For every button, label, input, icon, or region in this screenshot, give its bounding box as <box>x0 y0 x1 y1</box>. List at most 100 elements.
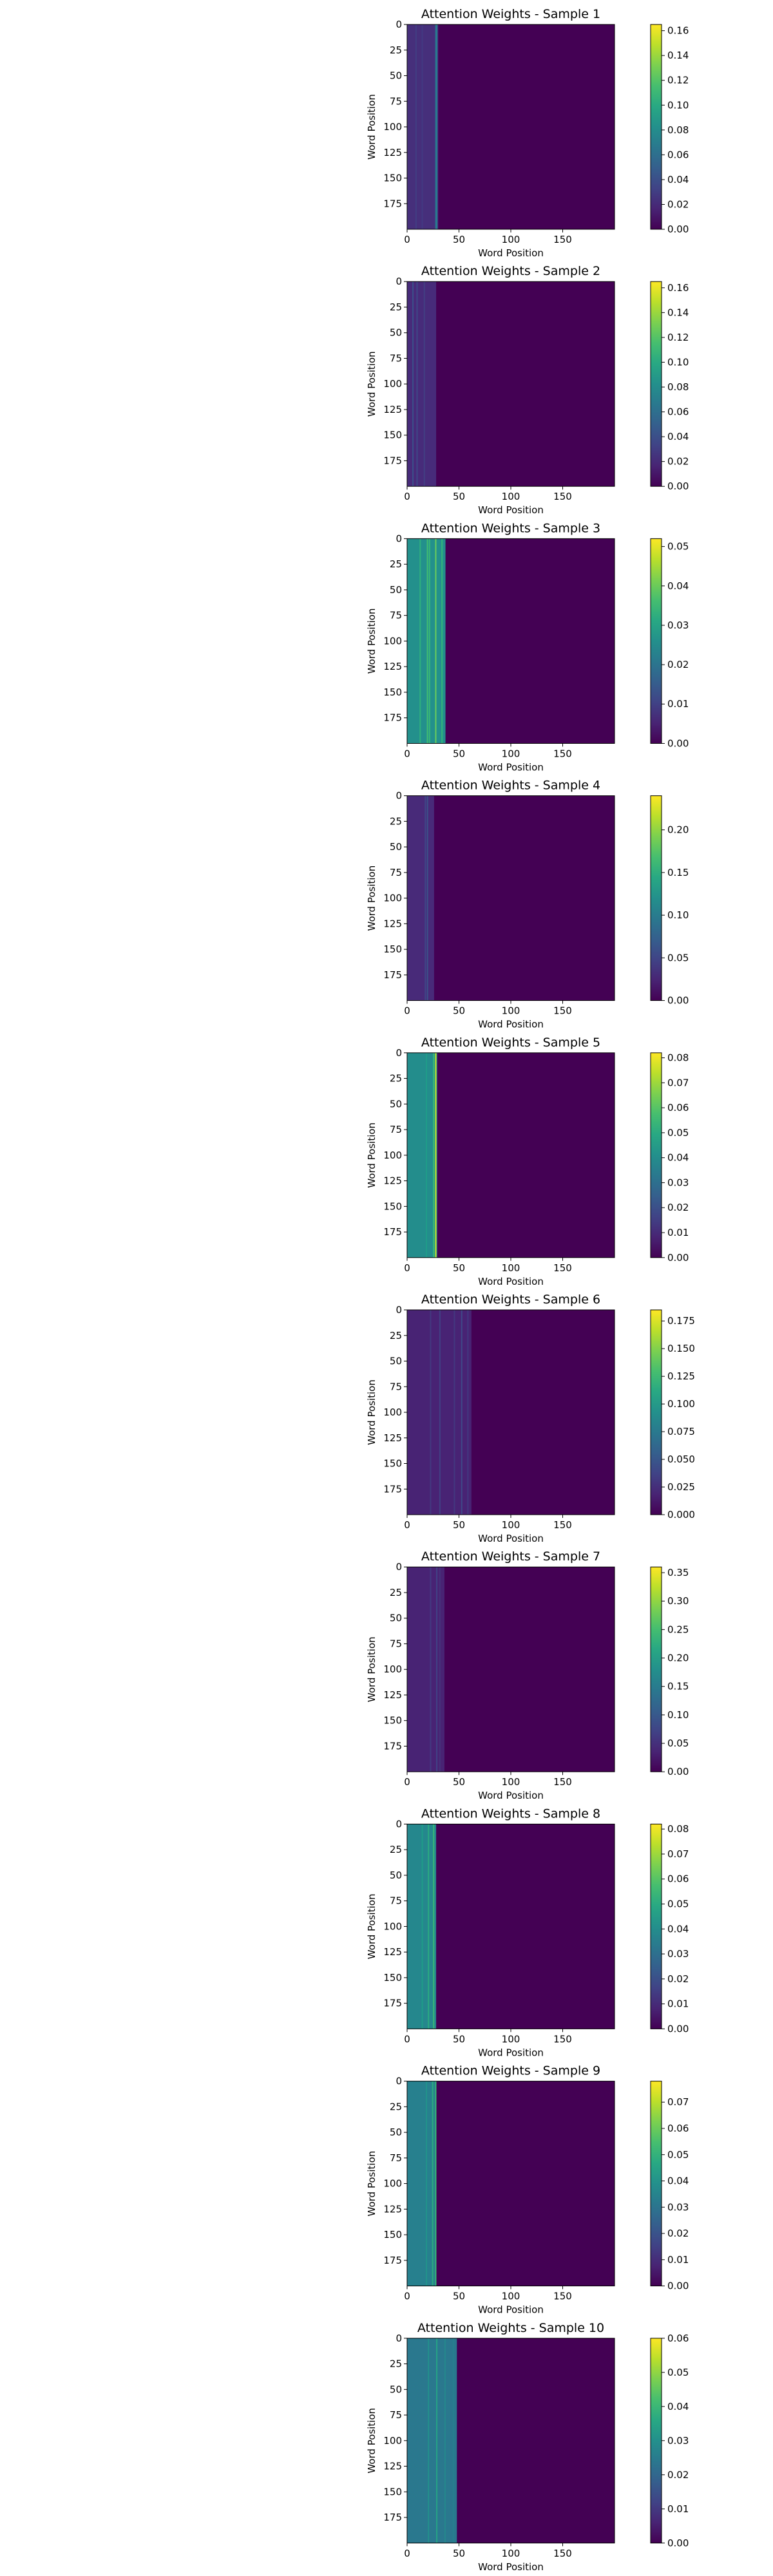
colorbar-tick-label: 0.04 <box>667 174 689 185</box>
x-tick-label: 100 <box>502 1519 520 1531</box>
y-tick-label: 0 <box>396 1304 402 1316</box>
y-axis-label: Word Position <box>366 866 377 931</box>
colorbar-tick-label: 0.01 <box>667 2503 689 2515</box>
colorbar-tick-label: 0.01 <box>667 1227 689 1238</box>
y-tick-label: 25 <box>390 44 402 56</box>
y-tick-label: 125 <box>383 918 402 929</box>
x-tick-label: 100 <box>502 1262 520 1274</box>
colorbar-tick-label: 0.06 <box>667 2123 689 2134</box>
y-tick-label: 175 <box>383 1740 402 1752</box>
colorbar-tick-label: 0.12 <box>667 75 689 86</box>
y-axis-label: Word Position <box>366 2408 377 2474</box>
chart-title: Attention Weights - Sample 9 <box>421 2064 600 2078</box>
colorbar-gradient <box>650 538 662 744</box>
x-axis-label: Word Position <box>478 247 544 259</box>
colorbar-tick-label: 0.00 <box>667 995 689 1007</box>
colorbar-tick-label: 0.08 <box>667 1052 689 1064</box>
x-tick-label: 0 <box>404 1005 410 1017</box>
y-tick-label: 150 <box>383 173 402 184</box>
heatmap-column-2 <box>436 1567 438 1772</box>
x-tick-label: 150 <box>553 2548 572 2559</box>
y-tick-label: 125 <box>383 1175 402 1187</box>
heatmap-column-4 <box>436 24 438 229</box>
colorbar-tick-label: 0.04 <box>667 2175 689 2187</box>
heatmap-panel-1: Attention Weights - Sample 1 0 50 100 150 0 25… <box>366 7 689 259</box>
heatmap-column-2 <box>432 2081 434 2286</box>
colorbar-tick-label: 0.100 <box>667 1398 695 1410</box>
heatmap-column-4 <box>461 1310 463 1515</box>
x-axis-label: Word Position <box>478 1533 544 1544</box>
y-axis-label: Word Position <box>366 1379 377 1445</box>
y-tick-label: 50 <box>390 1356 402 1367</box>
colorbar-gradient <box>650 281 662 487</box>
heatmap-column-2 <box>426 538 428 744</box>
y-tick-label: 50 <box>390 70 402 82</box>
colorbar: 0.00 0.01 0.02 0.03 0.04 0.05 0.06 <box>650 2333 689 2549</box>
heatmap-active-band <box>407 1567 444 1772</box>
heatmap-panel-4: Attention Weights - Sample 4 0 50 100 150 0 25… <box>366 779 689 1030</box>
y-axis-label: Word Position <box>366 2151 377 2217</box>
x-tick-label: 150 <box>553 1005 572 1017</box>
y-axis-label: Word Position <box>366 1894 377 1960</box>
colorbar-tick-label: 0.16 <box>667 282 689 294</box>
colorbar-tick-label: 0.10 <box>667 909 689 921</box>
y-tick-label: 0 <box>396 19 402 30</box>
colorbar: 0.00 0.05 0.10 0.15 0.20 <box>650 795 689 1007</box>
heatmap-column-2 <box>421 24 423 229</box>
x-tick-label: 0 <box>404 2033 410 2045</box>
x-tick-label: 50 <box>453 748 465 759</box>
x-tick-label: 0 <box>404 1519 410 1531</box>
y-tick-label: 125 <box>383 2203 402 2215</box>
heatmap-active-band <box>407 281 437 487</box>
x-tick-label: 100 <box>502 2548 520 2559</box>
chart-title: Attention Weights - Sample 5 <box>421 1036 600 1050</box>
y-tick-label: 25 <box>390 815 402 827</box>
y-tick-label: 100 <box>383 121 402 133</box>
colorbar-tick-label: 0.02 <box>667 198 689 210</box>
chart-title: Attention Weights - Sample 3 <box>421 521 600 535</box>
y-tick-label: 25 <box>390 558 402 570</box>
heatmap-background <box>407 1052 615 1258</box>
colorbar-tick-label: 0.00 <box>667 2537 689 2549</box>
y-tick-label: 75 <box>390 1124 402 1135</box>
x-tick-label: 150 <box>553 2033 572 2045</box>
colorbar-tick-label: 0.000 <box>667 1509 695 1520</box>
colorbar-tick-label: 0.12 <box>667 332 689 343</box>
x-tick-label: 0 <box>404 491 410 502</box>
y-tick-label: 175 <box>383 198 402 209</box>
heatmap-column-2 <box>433 1052 435 1258</box>
colorbar-tick-label: 0.15 <box>667 1681 689 1692</box>
x-tick-label: 50 <box>453 2033 465 2045</box>
chart-title: Attention Weights - Sample 10 <box>417 2321 604 2335</box>
x-axis-label: Word Position <box>478 1790 544 1801</box>
colorbar-tick-label: 0.01 <box>667 1998 689 2010</box>
heatmap-panel-10: Attention Weights - Sample 10 0 50 100 150 0 2… <box>366 2321 689 2573</box>
x-tick-label: 150 <box>553 1519 572 1531</box>
heatmap-panel-2: Attention Weights - Sample 2 0 50 100 150 0 25… <box>366 264 689 516</box>
colorbar-tick-label: 0.02 <box>667 456 689 468</box>
colorbar-gradient <box>650 1052 662 1258</box>
x-axis-label: Word Position <box>478 761 544 773</box>
heatmap-column-2 <box>436 2338 438 2543</box>
colorbar-gradient <box>650 2338 662 2544</box>
heatmap-active-band <box>407 795 434 1001</box>
heatmap-column-2 <box>428 1824 430 2029</box>
colorbar-tick-label: 0.02 <box>667 1202 689 1213</box>
colorbar-tick-label: 0.04 <box>667 1923 689 1935</box>
y-tick-label: 125 <box>383 147 402 158</box>
heatmap-column-3 <box>423 281 425 487</box>
heatmap-column-3 <box>453 1310 455 1515</box>
heatmap-active-band <box>407 1052 437 1258</box>
colorbar-tick-label: 0.01 <box>667 2254 689 2266</box>
y-tick-label: 100 <box>383 1663 402 1675</box>
x-tick-label: 0 <box>404 2291 410 2302</box>
x-tick-label: 50 <box>453 1262 465 1274</box>
heatmap-column-1 <box>421 1824 423 2029</box>
heatmap-column-3 <box>433 1824 435 2029</box>
y-tick-label: 75 <box>390 2152 402 2164</box>
x-tick-label: 0 <box>404 2548 410 2559</box>
colorbar-tick-label: 0.025 <box>667 1481 695 1493</box>
colorbar-tick-label: 0.05 <box>667 2367 689 2378</box>
colorbar-tick-label: 0.16 <box>667 25 689 37</box>
y-tick-label: 0 <box>396 2333 402 2344</box>
